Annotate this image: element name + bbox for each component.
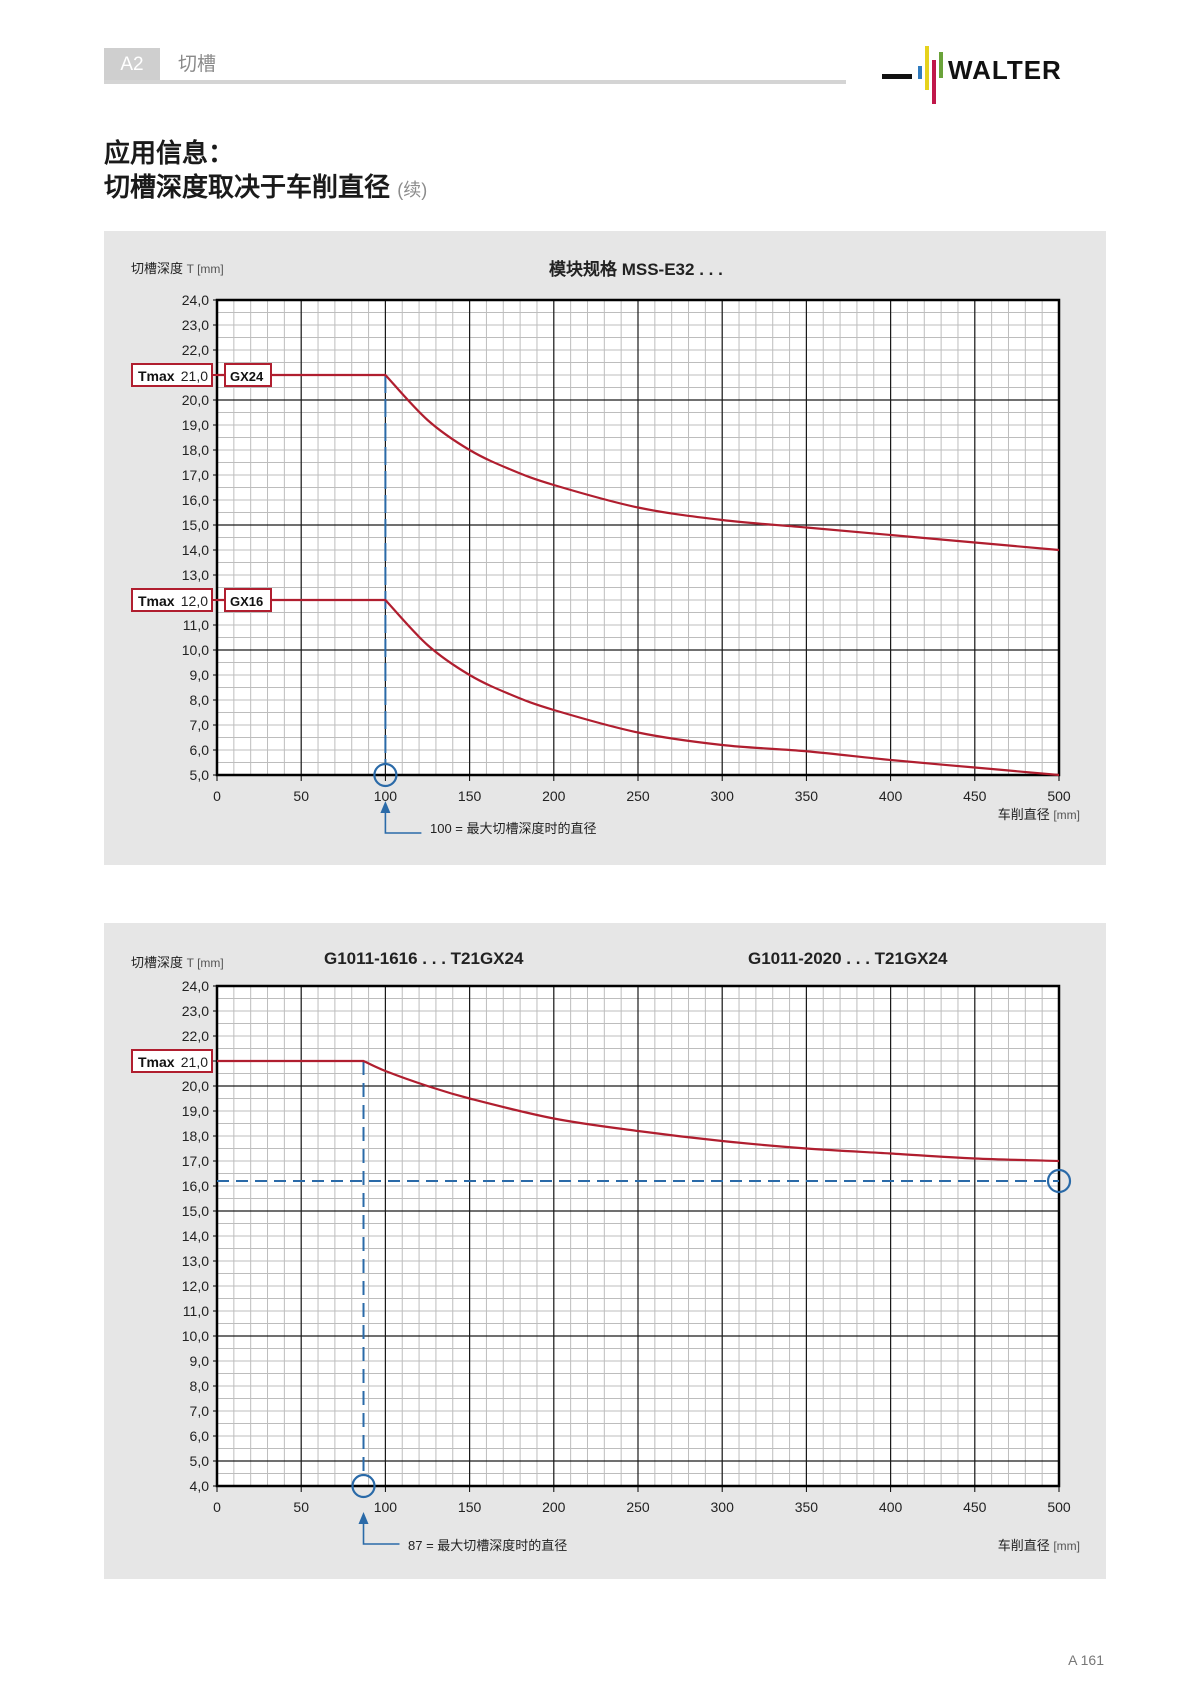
svg-text:7,0: 7,0 [190,1403,210,1419]
svg-text:9,0: 9,0 [190,1353,210,1369]
svg-text:8,0: 8,0 [190,692,210,708]
logo-dash-icon [882,74,912,79]
page-title-text: 切槽深度取决于车削直径 [104,172,391,202]
svg-text:22,0: 22,0 [182,342,209,358]
svg-text:17,0: 17,0 [182,467,209,483]
svg-text:6,0: 6,0 [190,1428,210,1444]
svg-text:400: 400 [879,788,903,804]
svg-text:150: 150 [458,788,482,804]
svg-text:21,0: 21,0 [181,368,208,384]
tmax-label: Tmax 21,0 GX24 [131,363,272,387]
svg-text:16,0: 16,0 [182,1178,209,1194]
svg-text:24,0: 24,0 [182,292,209,308]
svg-text:12,0: 12,0 [182,1278,209,1294]
svg-text:19,0: 19,0 [182,417,209,433]
svg-text:5,0: 5,0 [190,1453,210,1469]
svg-text:50: 50 [293,1499,309,1515]
tmax-label: Tmax 12,0 GX16 [131,588,272,612]
svg-text:16,0: 16,0 [182,492,209,508]
svg-text:13,0: 13,0 [182,567,209,583]
page-title-line1: 应用信息： [104,138,235,168]
svg-text:GX24: GX24 [230,369,264,384]
svg-text:15,0: 15,0 [182,1203,209,1219]
svg-text:250: 250 [626,1499,650,1515]
svg-text:6,0: 6,0 [190,742,210,758]
svg-text:250: 250 [626,788,650,804]
svg-text:18,0: 18,0 [182,1128,209,1144]
svg-text:23,0: 23,0 [182,1003,209,1019]
chart2-x-axis-label: 车削直径 [mm] [997,1538,1080,1553]
svg-text:19,0: 19,0 [182,1103,209,1119]
svg-text:14,0: 14,0 [182,542,209,558]
svg-text:0: 0 [213,1499,221,1515]
chart2-title-right: G1011-2020 . . . T21GX24 [748,949,948,968]
svg-text:500: 500 [1047,788,1071,804]
svg-text:450: 450 [963,1499,987,1515]
svg-text:350: 350 [795,1499,819,1515]
svg-text:500: 500 [1047,1499,1071,1515]
svg-text:15,0: 15,0 [182,517,209,533]
chart1-plot: 5,0 6,0 7,0 8,0 9,0 10,0 11,0 13,0 14,0 15,0 16,0 1… [131,292,1071,834]
chart2-plot: 4,0 5,0 6,0 7,0 8,0 9,0 10,0 11,0 12,0 13,0 14,0 15… [131,978,1072,1545]
svg-text:9,0: 9,0 [190,667,210,683]
chart2-y-axis-label: 切槽深度 T [mm] [131,955,224,970]
chart1-x-axis-label: 车削直径 [mm] [997,807,1080,822]
page-number: A 161 [1068,1652,1104,1668]
chart1-y-axis-label: 切槽深度 T [mm] [131,261,224,276]
svg-text:GX16: GX16 [230,594,263,609]
svg-text:7,0: 7,0 [190,717,210,733]
svg-text:350: 350 [795,788,819,804]
svg-text:20,0: 20,0 [182,1078,209,1094]
svg-text:0: 0 [213,788,221,804]
svg-text:21,0: 21,0 [181,1054,208,1070]
svg-text:200: 200 [542,1499,566,1515]
svg-text:400: 400 [879,1499,903,1515]
svg-text:17,0: 17,0 [182,1153,209,1169]
svg-text:20,0: 20,0 [182,392,209,408]
svg-text:5,0: 5,0 [190,767,210,783]
svg-text:100: 100 [374,788,398,804]
svg-text:Tmax: Tmax [138,1054,175,1070]
svg-text:100: 100 [374,1499,398,1515]
svg-text:Tmax: Tmax [138,368,175,384]
svg-text:14,0: 14,0 [182,1228,209,1244]
svg-text:11,0: 11,0 [183,617,209,633]
continued-note: (续) [397,180,428,200]
svg-text:150: 150 [458,1499,482,1515]
svg-text:10,0: 10,0 [182,642,209,658]
header-rule [104,80,846,84]
svg-text:8,0: 8,0 [190,1378,210,1394]
brand-name: WALTER [948,55,1062,85]
chart2-panel: 切槽深度 T [mm] G1011-1616 . . . T21GX24 G10… [104,923,1106,1579]
svg-text:11,0: 11,0 [183,1303,209,1319]
section-code-tag: A2 [104,48,160,80]
chart1-annotation: 100 = 最大切槽深度时的直径 [430,821,597,836]
svg-text:Tmax: Tmax [138,593,175,609]
svg-text:13,0: 13,0 [182,1253,209,1269]
svg-text:22,0: 22,0 [182,1028,209,1044]
svg-text:4,0: 4,0 [190,1478,210,1494]
page-title-line2: 切槽深度取决于车削直径 (续) [104,170,427,207]
svg-text:450: 450 [963,788,987,804]
tmax-label: Tmax 21,0 [131,1049,213,1073]
svg-text:300: 300 [711,788,735,804]
svg-text:50: 50 [293,788,309,804]
section-name: 切槽 [178,54,217,75]
chart1-title: 模块规格 MSS-E32 . . . [549,260,723,279]
svg-text:12,0: 12,0 [181,593,208,609]
walter-logo: WALTER [880,44,1110,104]
svg-text:200: 200 [542,788,566,804]
svg-text:10,0: 10,0 [182,1328,209,1344]
chart2-title-left: G1011-1616 . . . T21GX24 [324,949,524,968]
svg-text:24,0: 24,0 [182,978,209,994]
svg-text:23,0: 23,0 [182,317,209,333]
chart2-annotation: 87 = 最大切槽深度时的直径 [408,1538,568,1553]
chart1-panel: 切槽深度 T [mm] 模块规格 MSS-E32 . . . 车削直径 [mm]… [104,231,1106,865]
svg-text:300: 300 [711,1499,735,1515]
svg-text:18,0: 18,0 [182,442,209,458]
